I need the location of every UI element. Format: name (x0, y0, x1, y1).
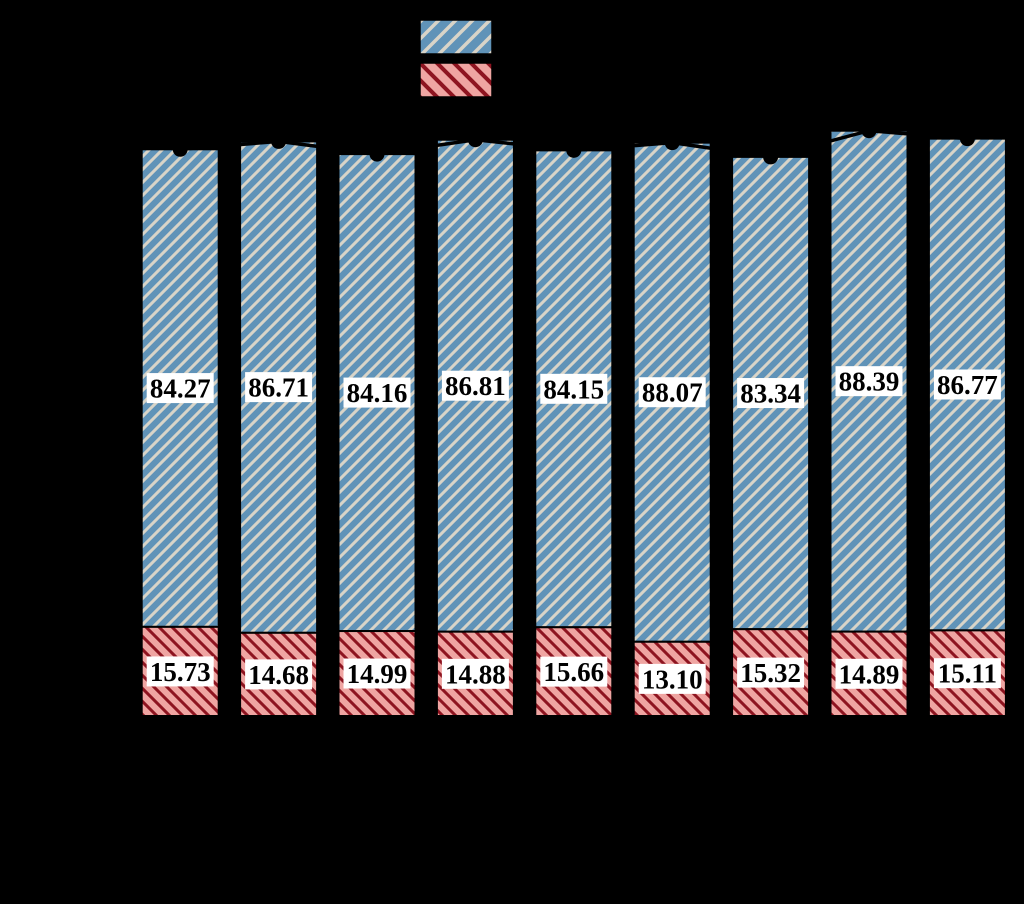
red-value-label: 14.88 (445, 659, 506, 689)
blue-value-label-box (835, 366, 903, 397)
red-value-label-box (245, 659, 313, 690)
red-value-label-box (933, 658, 1001, 689)
red-value-label: 15.11 (938, 659, 997, 689)
blue-value-label-box (933, 369, 1001, 400)
red-value-label-box (540, 656, 608, 687)
red-value-label-box (638, 663, 706, 694)
value-labels: 84.27 15.73 86.71 14.68 84.16 14.99 86.81 14.88… (146, 366, 1001, 694)
red-value-label: 15.66 (543, 657, 604, 687)
totals-marker-8 (861, 123, 877, 139)
red-value-label-box (737, 657, 805, 688)
totals-marker-2 (271, 133, 287, 149)
red-value-label-box (835, 658, 903, 689)
blue-value-label: 84.15 (543, 374, 604, 404)
red-value-label: 13.10 (642, 664, 703, 694)
blue-value-label: 84.27 (150, 374, 211, 404)
blue-value-label-box (146, 373, 214, 404)
red-value-label: 14.89 (839, 659, 900, 689)
red-value-label: 14.99 (347, 659, 408, 689)
blue-value-label: 86.77 (937, 370, 998, 400)
blue-value-label: 83.34 (740, 379, 801, 409)
red-value-label-box (343, 658, 411, 689)
totals-marker-9 (959, 131, 975, 147)
totals-marker-1 (172, 141, 188, 157)
legend-swatch-blue-hatched-series (419, 19, 493, 55)
bars (140, 129, 1007, 718)
red-value-label-box (146, 656, 214, 687)
blue-value-label: 86.81 (445, 371, 506, 401)
blue-value-label: 88.07 (642, 378, 703, 408)
legend-swatch-red-hatched-series (419, 62, 493, 98)
blue-value-label: 84.16 (347, 378, 408, 408)
blue-value-label: 86.71 (248, 373, 309, 403)
blue-value-label-box (343, 377, 411, 408)
blue-value-label-box (245, 372, 313, 403)
legend (419, 19, 493, 98)
blue-value-label-box (638, 377, 706, 408)
totals-marker-6 (664, 135, 680, 151)
blue-value-label-box (540, 373, 608, 404)
red-value-label: 14.68 (248, 660, 309, 690)
totals-line (172, 123, 975, 165)
red-value-label: 15.73 (150, 657, 211, 687)
red-value-label-box (441, 658, 509, 689)
totals-marker-4 (467, 132, 483, 148)
blue-value-label-box (441, 370, 509, 401)
totals-marker-5 (566, 142, 582, 158)
totals-marker-7 (763, 149, 779, 165)
blue-value-label-box (737, 378, 805, 409)
blue-value-label: 88.39 (839, 367, 900, 397)
red-value-label: 15.32 (740, 658, 801, 688)
totals-marker-3 (369, 146, 385, 162)
